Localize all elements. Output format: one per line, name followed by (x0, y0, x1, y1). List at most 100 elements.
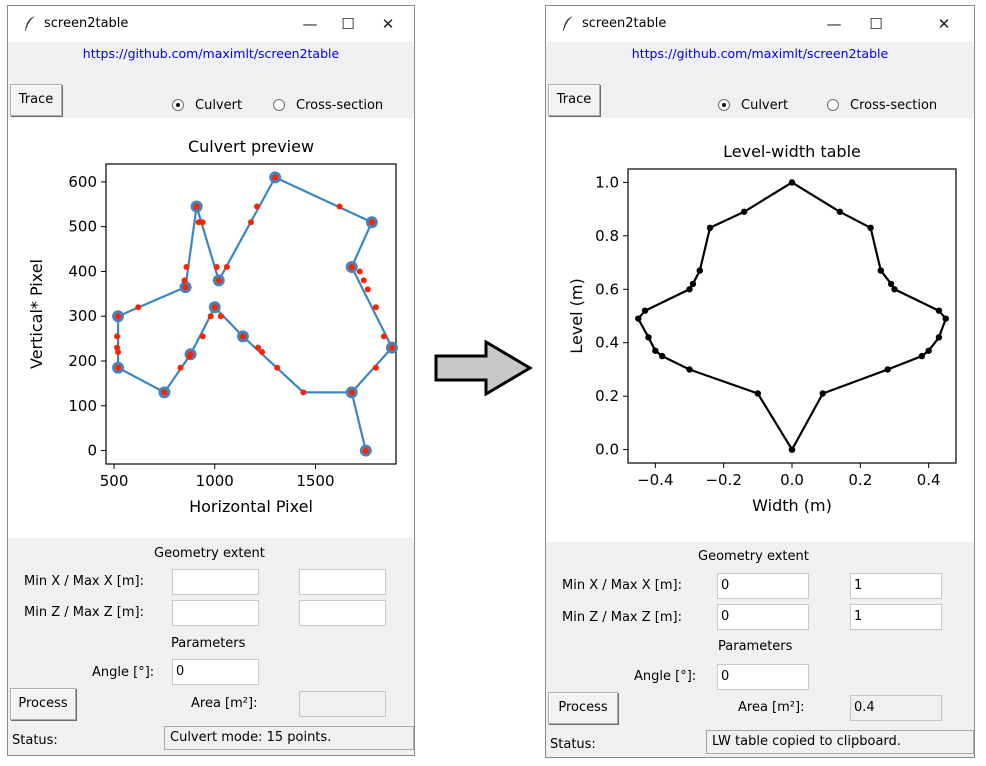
sample-point (199, 219, 206, 226)
x-tick-label: −0.4 (637, 471, 673, 489)
culvert-preview-chart: Culvert preview 500 1000 1500 0 100 200 300 400 5… (27, 137, 398, 516)
trace-button[interactable]: Trace (10, 84, 62, 116)
max-z-input[interactable]: 1 (850, 604, 942, 630)
radio-cross-section[interactable]: Cross-section (273, 95, 383, 115)
minimize-icon[interactable]: — (826, 15, 842, 33)
data-point (754, 390, 762, 397)
sample-point (217, 313, 224, 320)
data-point (645, 334, 652, 341)
status-bar: Status: Culvert mode: 15 points. (8, 726, 414, 752)
y-tick-label: 500 (68, 218, 97, 236)
data-point (867, 224, 874, 231)
min-z-input[interactable] (172, 600, 259, 626)
data-point (658, 352, 666, 360)
maximize-icon[interactable]: ☐ (869, 15, 883, 33)
min-z-input[interactable]: 0 (717, 604, 809, 630)
maximize-icon[interactable]: ☐ (341, 15, 355, 33)
data-point (686, 366, 693, 373)
level-width-plot: Level-width table −0.4 −0.2 0.0 0.2 0.4 0.0 0.2… (546, 118, 974, 542)
process-button[interactable]: Process (548, 692, 618, 724)
series-line (637, 181, 947, 451)
status-text: LW table copied to clipboard. (706, 730, 974, 754)
area-output (299, 691, 386, 717)
status-label: Status: (550, 737, 596, 752)
x-tick-label: −0.2 (705, 471, 741, 489)
data-point (686, 286, 693, 293)
data-point (935, 334, 943, 341)
min-x-input[interactable]: 0 (717, 573, 809, 599)
sample-point (254, 203, 261, 210)
sample-point (211, 304, 218, 311)
x-tick-label: 0.4 (917, 471, 941, 489)
data-point (652, 347, 659, 354)
feather-icon (563, 15, 574, 31)
window-title: screen2table (44, 16, 129, 31)
x-axis-label: Horizontal Pixel (189, 497, 313, 516)
data-point (935, 307, 943, 314)
sample-point (248, 219, 254, 226)
radio-culvert-label: Culvert (195, 97, 243, 113)
sample-point (348, 263, 355, 270)
radio-culvert[interactable]: Culvert (718, 95, 788, 115)
angle-input[interactable]: 0 (172, 659, 259, 685)
sample-point (362, 447, 369, 454)
trace-button[interactable]: Trace (548, 84, 600, 116)
github-link[interactable]: https://github.com/maximlt/screen2table (82, 46, 340, 61)
area-label: Area [m²]: (191, 696, 258, 711)
radio-culvert[interactable]: Culvert (172, 95, 242, 115)
data-point (942, 315, 949, 322)
radio-selected-icon (172, 99, 184, 111)
data-point (706, 224, 714, 231)
close-icon[interactable]: ✕ (937, 15, 951, 33)
sample-point (239, 333, 246, 340)
status-label: Status: (12, 733, 58, 748)
parameters-heading: Parameters (718, 639, 793, 654)
sample-point (115, 364, 122, 371)
sample-point (207, 313, 214, 320)
close-icon[interactable]: ✕ (381, 15, 395, 33)
y-tick-label: 0.8 (595, 227, 619, 245)
radio-unselected-icon (827, 99, 839, 111)
y-tick-label: 0.0 (595, 441, 619, 459)
minimize-icon[interactable]: — (302, 15, 318, 33)
plot-frame (627, 168, 957, 464)
y-tick-label: 0.6 (595, 280, 619, 298)
sample-point (161, 389, 168, 396)
data-point (788, 446, 796, 453)
data-point (877, 267, 885, 274)
sample-point (380, 333, 387, 340)
sample-point (272, 174, 279, 181)
sample-point (183, 263, 190, 270)
sample-point (177, 364, 184, 371)
github-link[interactable]: https://github.com/maximlt/screen2table (631, 46, 889, 61)
y-axis-label: Vertical* Pixel (27, 259, 46, 369)
data-point (819, 390, 826, 397)
geometry-extent-heading: Geometry extent (698, 549, 809, 564)
geometry-extent-heading: Geometry extent (154, 546, 265, 561)
sample-point (259, 349, 266, 356)
sample-point (135, 304, 142, 311)
radio-cross-section[interactable]: Cross-section (827, 95, 937, 115)
angle-label: Angle [°]: (92, 665, 155, 680)
y-tick-label: 100 (68, 397, 97, 415)
area-label: Area [m²]: (738, 700, 805, 715)
max-x-input[interactable]: 1 (850, 573, 942, 599)
y-tick-label: 300 (68, 307, 97, 325)
sample-point (213, 263, 220, 270)
radio-cross-label: Cross-section (850, 97, 938, 113)
chart-title: Level-width table (723, 142, 861, 161)
angle-input[interactable]: 0 (717, 664, 809, 690)
max-x-input[interactable] (299, 569, 386, 595)
max-z-input[interactable] (299, 600, 386, 626)
feather-icon (25, 15, 36, 31)
x-tick-label: 500 (100, 472, 129, 490)
sample-point (114, 344, 121, 351)
process-button[interactable]: Process (10, 688, 76, 720)
plot-frame (105, 163, 397, 465)
series-line (117, 176, 394, 451)
chart-title: Culvert preview (188, 137, 314, 156)
y-tick-label: 1.0 (595, 173, 619, 191)
min-x-input[interactable] (172, 569, 259, 595)
sample-point (181, 277, 188, 284)
data-point (836, 208, 844, 215)
